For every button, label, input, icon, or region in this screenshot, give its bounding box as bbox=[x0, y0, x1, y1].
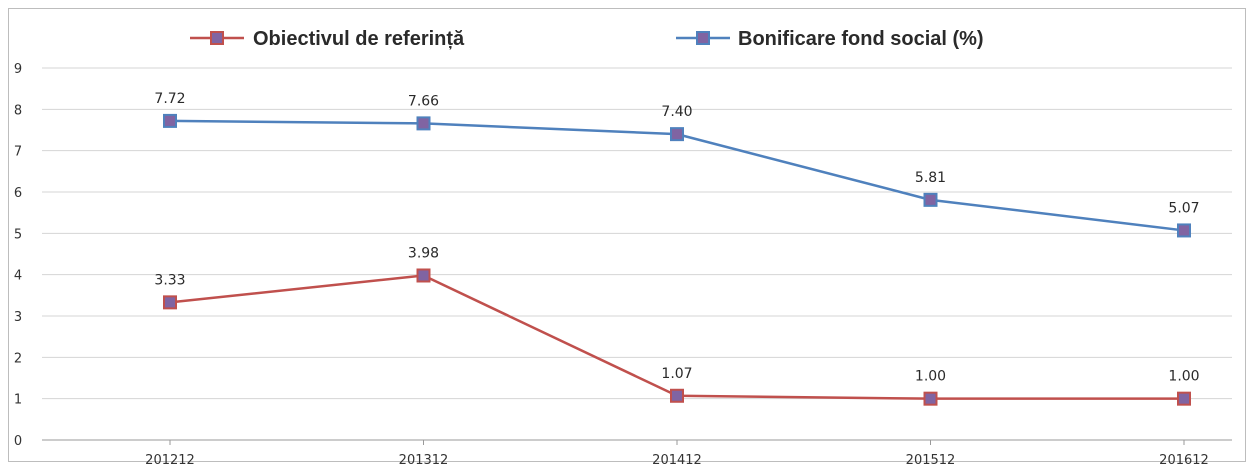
data-point-series-0 bbox=[1177, 391, 1191, 406]
x-tick-label: 201612 bbox=[1159, 453, 1209, 468]
y-tick-label: 2 bbox=[14, 351, 22, 366]
legend-marker-series-0 bbox=[210, 31, 224, 45]
data-labels: 3.33 3.98 1.07 1.00 1.00 7.72 7.66 7.40 5.81 5.07 bbox=[154, 91, 1199, 385]
data-point-series-0 bbox=[416, 268, 431, 283]
gridlines bbox=[42, 67, 1232, 441]
legend-item-series-1: Bonificare fond social (%) bbox=[676, 28, 984, 50]
data-point-series-1 bbox=[416, 116, 431, 131]
data-label-series-0: 3.33 bbox=[154, 272, 185, 288]
data-label-series-0: 1.00 bbox=[915, 369, 946, 385]
data-point-series-0 bbox=[163, 295, 177, 310]
data-point-series-1 bbox=[1177, 223, 1191, 238]
legend-label-series-0: Obiectivul de referință bbox=[253, 28, 465, 50]
x-tick-label: 201312 bbox=[399, 453, 449, 468]
legend-label-series-1: Bonificare fond social (%) bbox=[738, 28, 984, 50]
data-label-series-1: 7.66 bbox=[408, 93, 439, 109]
y-tick-label: 4 bbox=[14, 269, 22, 284]
data-label-series-0: 3.98 bbox=[408, 245, 439, 261]
y-tick-label: 5 bbox=[14, 227, 22, 242]
data-point-series-1 bbox=[163, 113, 177, 128]
y-tick-label: 3 bbox=[14, 310, 22, 325]
y-tick-label: 6 bbox=[14, 186, 22, 201]
legend: Obiectivul de referință Bonificare fond … bbox=[190, 28, 984, 50]
data-label-series-1: 7.40 bbox=[661, 104, 692, 120]
y-tick-label: 7 bbox=[14, 145, 22, 160]
y-tick-label: 1 bbox=[14, 393, 22, 408]
y-tick-label: 8 bbox=[14, 103, 22, 118]
data-point-series-0 bbox=[923, 391, 938, 406]
x-tick-label: 201512 bbox=[906, 453, 956, 468]
data-point-series-1 bbox=[670, 127, 684, 142]
axes: 0 1 2 3 4 5 6 7 8 9 201212 201312 201412 201512 201612 bbox=[14, 62, 1209, 468]
x-tick-label: 201412 bbox=[652, 453, 702, 468]
series-lines bbox=[163, 113, 1191, 406]
y-tick-label: 0 bbox=[14, 434, 22, 449]
legend-item-series-0: Obiectivul de referință bbox=[190, 28, 465, 50]
data-point-series-0 bbox=[670, 388, 684, 403]
y-tick-label: 9 bbox=[14, 62, 22, 77]
data-label-series-1: 5.81 bbox=[915, 170, 946, 186]
chart-frame bbox=[8, 8, 1246, 462]
data-label-series-1: 7.72 bbox=[154, 91, 185, 107]
data-label-series-1: 5.07 bbox=[1168, 200, 1199, 216]
x-tick-label: 201212 bbox=[145, 453, 195, 468]
data-label-series-0: 1.07 bbox=[661, 366, 692, 382]
data-label-series-0: 1.00 bbox=[1168, 369, 1199, 385]
data-point-series-1 bbox=[923, 192, 938, 207]
legend-marker-series-1 bbox=[696, 31, 710, 45]
